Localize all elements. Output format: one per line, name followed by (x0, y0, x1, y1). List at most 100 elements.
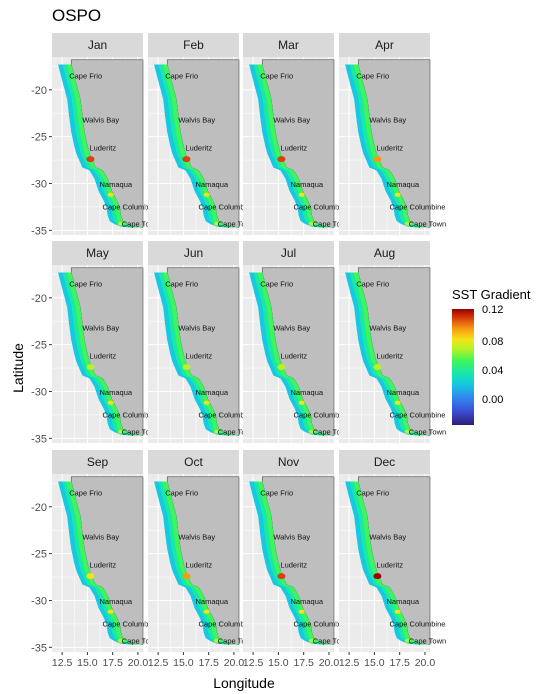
facet-label: Sep (87, 455, 109, 469)
sst-hotspot (308, 429, 315, 434)
place-label: Luderitz (185, 144, 212, 153)
sst-hotspot (203, 192, 210, 197)
x-tick-label: 20.0 (128, 657, 149, 669)
facet-label: Aug (374, 246, 395, 260)
sst-band (162, 481, 239, 645)
place-label: Namaqua (100, 180, 133, 189)
facet-strip (148, 450, 239, 474)
sst-hotspot (213, 221, 220, 226)
place-label: Cape Town (218, 428, 255, 437)
land-polygon (166, 59, 240, 228)
facet-strip (339, 33, 430, 57)
sst-band (257, 272, 334, 436)
sst-band (158, 272, 239, 436)
facet-label: Jun (184, 246, 203, 260)
place-label: Cape Frio (69, 280, 102, 289)
place-label: Cape Town (122, 637, 159, 646)
place-label: Cape Columbine (103, 203, 159, 212)
sst-hotspot (117, 429, 124, 434)
place-label: Cape Town (122, 428, 159, 437)
place-label: Cape Frio (260, 280, 293, 289)
sst-band (158, 64, 239, 228)
place-label: Cape Town (409, 637, 446, 646)
place-label: Cape Frio (260, 72, 293, 81)
facet-label: Nov (278, 455, 299, 469)
facet-panel: Oct Cape Frio Walvis Bay Luderitz Namaqua Cap… (145, 450, 255, 669)
place-label: Namaqua (387, 597, 420, 606)
facet-label: Jan (88, 38, 107, 52)
facet-label: Feb (183, 38, 204, 52)
x-tick-label: 15.0 (173, 657, 194, 669)
facet-strip (243, 33, 334, 57)
place-label: Namaqua (291, 180, 324, 189)
place-label: Cape Frio (165, 489, 198, 498)
x-tick-label: 15.0 (268, 657, 289, 669)
sst-band (158, 481, 239, 645)
y-tick-label: -20 (31, 85, 47, 97)
y-tick-label: -35 (31, 433, 47, 445)
x-tick-label: 17.5 (198, 657, 219, 669)
sst-hotspot (277, 156, 286, 163)
place-label: Luderitz (89, 144, 116, 153)
x-axis-label: Longitude (213, 675, 275, 691)
facet-strip (339, 241, 430, 265)
place-label: Walvis Bay (82, 324, 119, 333)
place-label: Namaqua (387, 388, 420, 397)
place-label: Cape Frio (356, 489, 389, 498)
sst-band (253, 481, 334, 645)
sst-hotspot (404, 429, 411, 434)
place-label: Luderitz (280, 561, 307, 570)
sst-band (62, 64, 143, 228)
legend-tick: 0.12 (482, 304, 504, 316)
y-axis-label: Latitude (10, 343, 26, 393)
legend-tick: 0.00 (482, 394, 504, 406)
place-label: Luderitz (376, 352, 403, 361)
sst-hotspot (107, 609, 114, 614)
facet-panel: Feb Cape Frio Walvis Bay Luderitz Namaqua Cap… (145, 33, 255, 235)
sst-hotspot (394, 192, 401, 197)
sst-hotspot (373, 156, 382, 163)
facet-label: Jul (281, 246, 296, 260)
facet-strip (243, 241, 334, 265)
x-tick-label: 12.5 (52, 657, 73, 669)
place-label: Cape Columbine (103, 620, 159, 629)
facet-strip (243, 450, 334, 474)
legend-tick: 0.08 (482, 336, 504, 348)
place-label: Walvis Bay (82, 116, 119, 125)
place-label: Cape Columbine (103, 411, 159, 420)
sst-band (257, 481, 334, 645)
place-label: Cape Frio (165, 280, 198, 289)
facet-strip (52, 33, 143, 57)
sst-hotspot (203, 609, 210, 614)
place-label: Cape Frio (69, 489, 102, 498)
place-label: Walvis Bay (178, 324, 215, 333)
place-label: Luderitz (185, 561, 212, 570)
sst-hotspot (277, 573, 286, 580)
chart-title: OSPO (52, 6, 102, 25)
legend-title: SST Gradient (452, 287, 531, 302)
facet-label: Apr (375, 38, 394, 52)
place-label: Cape Frio (356, 72, 389, 81)
sst-hotspot (182, 156, 191, 163)
place-label: Cape Columbine (199, 203, 255, 212)
facet-panel: Jun Cape Frio Walvis Bay Luderitz Namaqua Cap… (145, 241, 255, 443)
sst-band (257, 64, 334, 228)
facet-panel: Jan Cape Frio Walvis Bay Luderitz Namaqua Cap… (31, 33, 159, 237)
sst-band (66, 272, 143, 436)
x-tick-label: 12.5 (243, 657, 264, 669)
place-label: Cape Columbine (199, 411, 255, 420)
facet-label: May (86, 246, 109, 260)
place-label: Namaqua (196, 388, 229, 397)
sst-band (62, 481, 143, 645)
sst-band (162, 272, 239, 436)
sst-band (353, 272, 430, 436)
facet-panel: Mar Cape Frio Walvis Bay Luderitz Namaqua Cap… (240, 33, 350, 235)
y-tick-label: -25 (31, 340, 47, 352)
legend-tick: 0.04 (482, 365, 504, 377)
sst-hotspot (404, 221, 411, 226)
sst-hotspot (373, 573, 382, 580)
facet-panel: Aug Cape Frio Walvis Bay Luderitz Namaqua Cap… (336, 241, 446, 443)
place-label: Luderitz (89, 561, 116, 570)
place-label: Cape Town (313, 428, 350, 437)
